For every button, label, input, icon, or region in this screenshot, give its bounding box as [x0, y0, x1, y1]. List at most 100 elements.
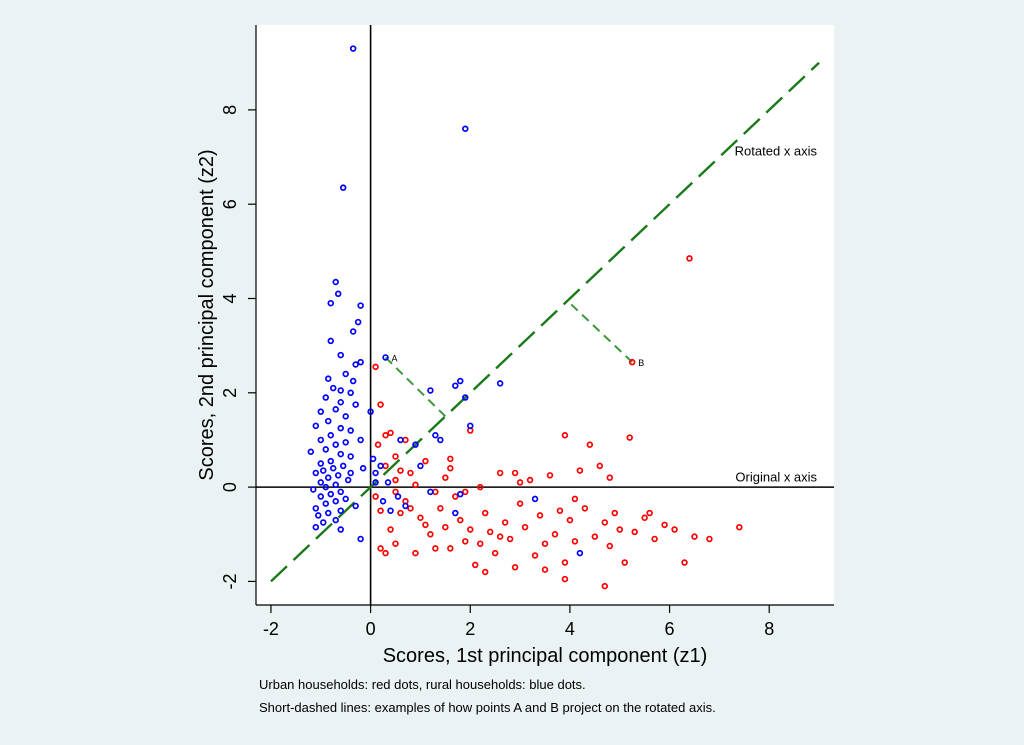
data-point	[452, 493, 459, 500]
data-point	[332, 406, 339, 413]
data-point	[347, 469, 354, 477]
data-point	[427, 387, 434, 394]
data-point	[342, 439, 349, 446]
point-label-b: B	[638, 358, 644, 368]
data-point	[412, 441, 419, 448]
data-point	[327, 431, 334, 439]
data-point	[447, 465, 454, 472]
data-point	[307, 448, 315, 455]
data-point	[546, 472, 554, 479]
data-point	[496, 469, 504, 477]
data-point	[462, 125, 469, 132]
data-point	[462, 488, 469, 496]
data-point	[334, 472, 342, 479]
data-point	[601, 519, 609, 526]
data-point	[427, 531, 434, 538]
data-point	[325, 417, 332, 425]
data-point	[312, 523, 320, 531]
data-point	[327, 337, 334, 345]
data-point	[427, 488, 434, 496]
data-point	[367, 408, 374, 415]
data-point	[571, 538, 579, 545]
data-point	[686, 255, 693, 262]
data-point	[369, 455, 377, 463]
data-point	[317, 493, 325, 500]
data-point	[392, 476, 399, 484]
data-point	[332, 481, 339, 489]
data-point	[551, 531, 559, 538]
data-point	[322, 483, 330, 491]
data-point	[320, 467, 327, 474]
data-point	[442, 523, 449, 531]
data-point	[412, 481, 419, 489]
y-tick-label: 0	[220, 482, 240, 492]
data-point	[349, 377, 357, 385]
data-point	[357, 436, 364, 444]
data-point	[511, 469, 519, 477]
data-point	[312, 469, 320, 477]
data-point	[337, 387, 344, 394]
data-point	[437, 436, 444, 444]
data-point	[372, 469, 379, 477]
data-point	[736, 523, 743, 531]
data-point	[691, 533, 698, 540]
data-point	[344, 476, 352, 484]
y-tick-label: 8	[220, 105, 240, 115]
data-point	[320, 519, 327, 526]
data-point	[337, 450, 344, 458]
data-point	[452, 382, 459, 389]
data-point	[315, 512, 322, 519]
data-point	[392, 540, 399, 547]
data-point	[641, 514, 648, 522]
data-point	[352, 502, 359, 510]
data-point	[337, 424, 344, 432]
original-axis-annotation: Original x axis	[735, 470, 817, 485]
y-axis-title: Scores, 2nd principal component (z2)	[196, 149, 218, 480]
data-point	[352, 401, 359, 408]
data-point	[452, 509, 459, 517]
data-point	[339, 462, 347, 470]
data-point	[329, 384, 337, 392]
data-point	[422, 521, 429, 529]
data-point	[347, 427, 354, 434]
data-point	[347, 389, 354, 397]
data-point	[379, 498, 387, 505]
data-point	[394, 493, 402, 500]
y-tick-label: 6	[220, 199, 240, 209]
data-point	[322, 446, 330, 453]
data-point	[334, 290, 342, 298]
data-point	[337, 351, 344, 359]
data-point	[541, 540, 549, 547]
data-point	[581, 505, 589, 512]
data-point	[327, 490, 334, 498]
legend-note-colors: Urban households: red dots, rural househ…	[259, 677, 586, 692]
data-point	[561, 575, 569, 583]
data-point	[337, 526, 344, 533]
data-point	[332, 441, 339, 448]
data-point	[327, 299, 334, 307]
plot-area	[256, 25, 834, 605]
data-point	[342, 413, 349, 420]
data-point	[496, 533, 504, 540]
data-point	[501, 519, 509, 526]
data-point	[467, 422, 474, 430]
data-point	[382, 549, 389, 557]
data-point	[310, 486, 317, 493]
data-point	[486, 528, 494, 536]
data-point	[357, 302, 364, 309]
data-point	[397, 436, 404, 444]
data-point	[661, 521, 668, 529]
data-point	[372, 493, 379, 500]
data-point	[387, 507, 394, 514]
data-point	[347, 453, 354, 460]
data-point	[312, 505, 320, 512]
data-point	[571, 495, 579, 503]
data-point	[322, 394, 330, 401]
data-point	[462, 538, 469, 545]
data-point	[626, 434, 633, 441]
data-point	[516, 479, 524, 486]
data-point	[317, 479, 325, 486]
rotated-axis-annotation: Rotated x axis	[735, 143, 818, 158]
data-point	[606, 474, 614, 481]
